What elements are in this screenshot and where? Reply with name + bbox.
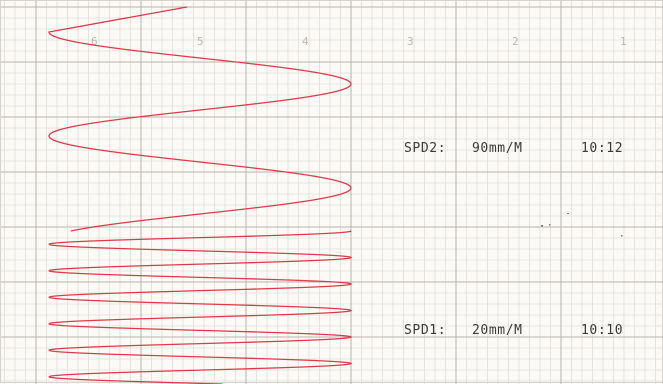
column-numbers: 6 5 4 3 2 1 <box>91 35 627 48</box>
annotation-spd2: SPD2: 90mm/M 10:12 <box>404 141 623 156</box>
trace-spd2 <box>48 6 352 232</box>
column-number-1: 1 <box>620 35 627 48</box>
speck <box>549 224 551 226</box>
annotation-spd1: SPD1: 20mm/M 10:10 <box>404 323 623 338</box>
spd1-speed: 20mm/M <box>472 323 523 338</box>
speck <box>567 213 569 214</box>
spd2-speed: 90mm/M <box>472 141 523 156</box>
column-number-2: 2 <box>512 35 519 48</box>
column-number-4: 4 <box>302 35 309 48</box>
paper-specks <box>541 213 623 237</box>
speck <box>541 225 543 227</box>
speck <box>621 235 623 237</box>
column-number-3: 3 <box>407 35 414 48</box>
column-number-6: 6 <box>91 35 98 48</box>
column-number-5: 5 <box>197 35 204 48</box>
spd1-time: 10:10 <box>581 323 623 338</box>
spd2-time: 10:12 <box>581 141 623 156</box>
trace-spd1 <box>48 230 353 384</box>
spd2-label: SPD2: <box>404 141 446 156</box>
spd1-label: SPD1: <box>404 323 446 338</box>
